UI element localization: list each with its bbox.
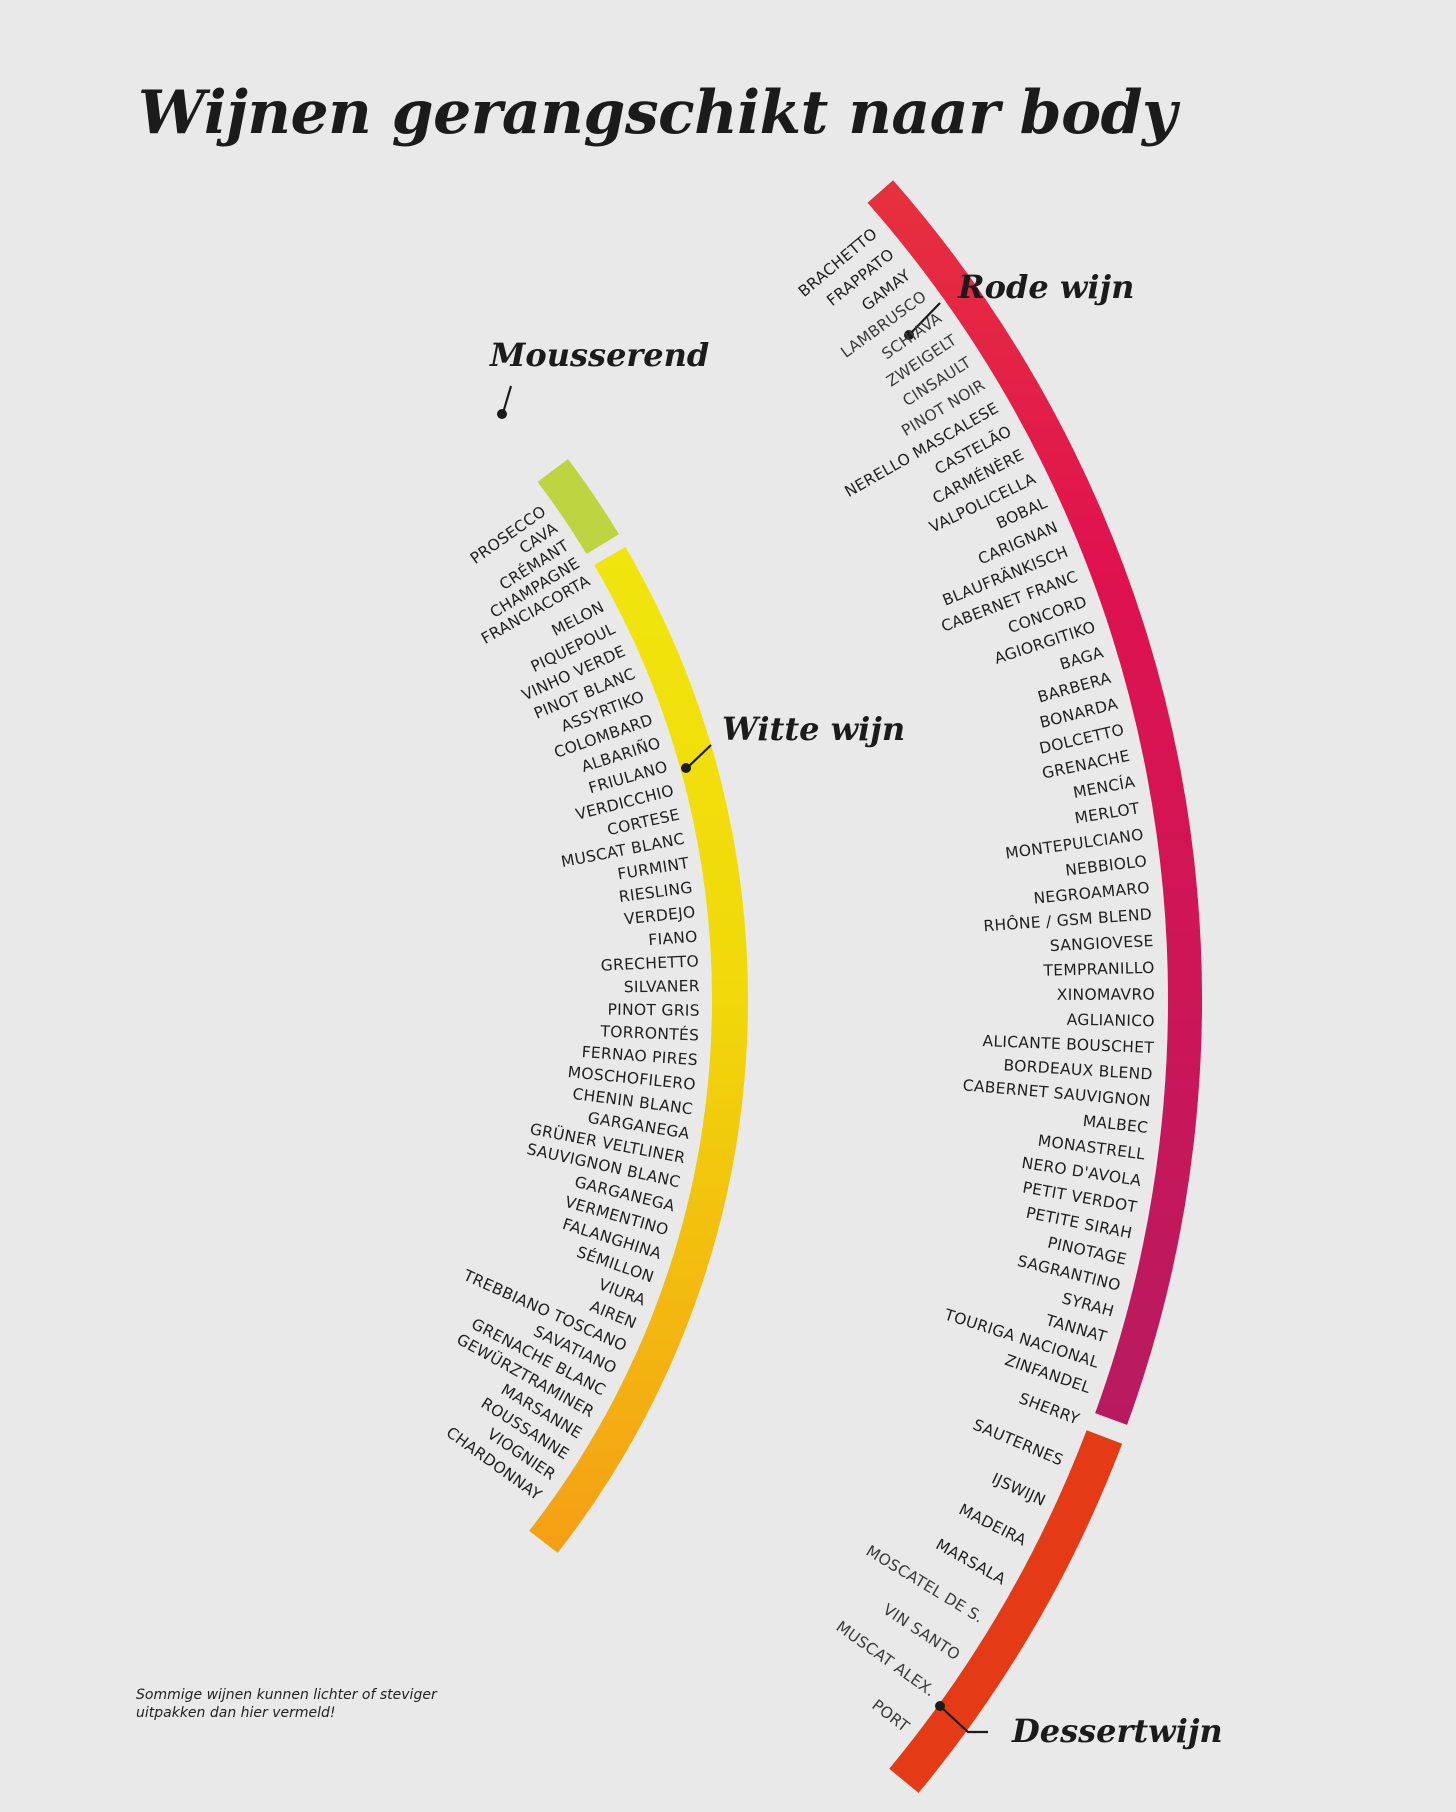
mousserend-callout: Mousserend (489, 336, 709, 419)
wine-label: XINOMAVRO (1057, 986, 1155, 1004)
white-wine-arc (529, 546, 748, 1553)
rode-wijn-label: Rode wijn (957, 268, 1134, 306)
wine-label: TORRONTÉS (599, 1021, 700, 1044)
wine-label: AGLIANICO (1067, 1011, 1155, 1031)
wine-label: FIANO (648, 928, 699, 950)
wine-label: BORDEAUX BLEND (1003, 1056, 1153, 1083)
wine-label: MENCÍA (1072, 772, 1137, 802)
wine-label: NEBBIOLO (1064, 852, 1148, 879)
mousserend-label: Mousserend (489, 336, 709, 374)
wine-label: BAGA (1058, 643, 1106, 673)
mousserend-arc (537, 458, 619, 555)
wine-label: PORT (868, 1696, 912, 1736)
footnote: Sommige wijnen kunnen lichter of stevige… (136, 1687, 437, 1721)
wine-label: RHÔNE / GSM BLEND (983, 904, 1153, 935)
wine-label: PINOT GRIS (607, 1001, 700, 1020)
dessertwijn-label: Dessertwijn (1011, 1712, 1223, 1750)
wine-label: SANGIOVESE (1049, 932, 1154, 955)
pointer-dot-icon (904, 330, 914, 340)
wine-label: IJSWIJN (989, 1470, 1048, 1510)
pointer-dot-icon (935, 1701, 945, 1711)
wine-label: GRECHETTO (600, 952, 699, 974)
wine-label: VERDEJO (623, 903, 696, 928)
wine-label: SYRAH (1060, 1289, 1116, 1320)
witte-wijn-callout: Witte wijn (681, 710, 905, 773)
dessertwijn-callout: Dessertwijn (935, 1701, 1223, 1750)
witte-wijn-label: Witte wijn (722, 710, 905, 748)
pointer-dot-icon (681, 763, 691, 773)
wine-label: ALICANTE BOUSCHET (982, 1032, 1154, 1057)
wine-label: MARSALA (933, 1535, 1009, 1588)
wine-label: NEGROAMARO (1033, 879, 1151, 908)
dessert-wine-arc (889, 1430, 1123, 1793)
wine-label: SHERRY (1017, 1389, 1083, 1428)
red-wine-arc (867, 180, 1202, 1425)
rode-wijn-callout: Rode wijn (904, 268, 1134, 340)
wine-label: MALBEC (1082, 1112, 1149, 1137)
wine-label: MERLOT (1073, 799, 1141, 827)
page-title: Wijnen gerangschikt naar body (138, 78, 1177, 148)
wine-label: TEMPRANILLO (1042, 959, 1155, 980)
wine-label: SILVANER (624, 977, 700, 996)
wine-label: MADEIRA (956, 1500, 1029, 1549)
wine-label: RIESLING (618, 878, 694, 906)
pointer-dot-icon (497, 409, 507, 419)
wine-label: SAUTERNES (970, 1416, 1066, 1470)
